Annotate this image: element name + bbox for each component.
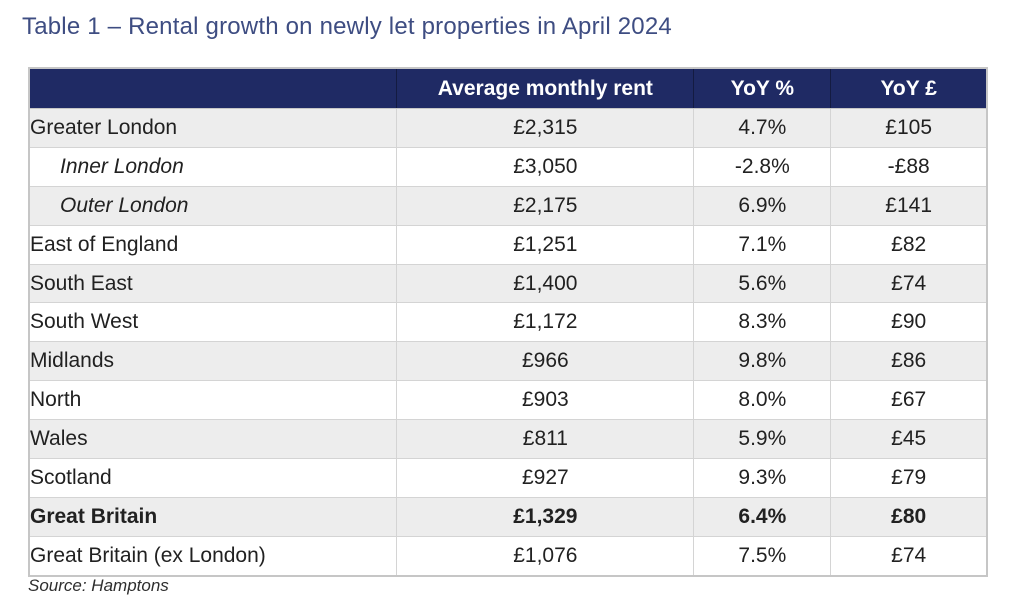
table-row: Midlands £966 9.8% £86 xyxy=(28,341,988,382)
table-row: South West £1,172 8.3% £90 xyxy=(28,302,988,343)
yoy-pound-cell: £74 xyxy=(830,535,988,577)
region-cell: South West xyxy=(28,302,398,343)
rental-growth-table: Average monthly rent YoY % YoY £ Greater… xyxy=(28,67,988,577)
table-row: East of England £1,251 7.1% £82 xyxy=(28,224,988,265)
yoy-pound-cell: £141 xyxy=(830,185,988,226)
yoy-percent-cell: 5.6% xyxy=(693,263,832,304)
table-row: Inner London £3,050 -2.8% -£88 xyxy=(28,146,988,187)
table-row: Great Britain (ex London) £1,076 7.5% £74 xyxy=(28,535,988,577)
yoy-pound-cell: £79 xyxy=(830,458,988,498)
yoy-percent-cell: 6.9% xyxy=(693,185,832,226)
yoy-percent-cell: 7.5% xyxy=(693,535,832,577)
yoy-pound-cell: £74 xyxy=(830,263,988,304)
region-cell: Greater London xyxy=(28,108,398,148)
table-row: Outer London £2,175 6.9% £141 xyxy=(28,185,988,226)
region-cell: Wales xyxy=(28,419,398,460)
average-rent-cell: £811 xyxy=(396,419,695,460)
yoy-pound-cell: -£88 xyxy=(830,146,988,187)
yoy-percent-cell: 9.8% xyxy=(693,341,832,382)
average-rent-cell: £2,175 xyxy=(396,185,695,226)
average-rent-cell: £1,076 xyxy=(396,535,695,577)
header-region xyxy=(29,68,397,109)
yoy-percent-cell: 7.1% xyxy=(693,224,832,265)
average-rent-cell: £3,050 xyxy=(396,146,695,187)
table-row: Great Britain £1,329 6.4% £80 xyxy=(28,496,988,537)
yoy-pound-cell: £80 xyxy=(830,496,988,537)
average-rent-cell: £1,329 xyxy=(396,496,695,537)
table-title: Table 1 – Rental growth on newly let pro… xyxy=(22,13,672,40)
table-row: Greater London £2,315 4.7% £105 xyxy=(28,108,988,148)
average-rent-cell: £1,172 xyxy=(396,302,695,343)
table-header: Average monthly rent YoY % YoY £ xyxy=(29,68,987,109)
yoy-percent-cell: 6.4% xyxy=(693,496,832,537)
region-cell: Inner London xyxy=(28,146,398,187)
yoy-pound-cell: £90 xyxy=(830,302,988,343)
average-rent-cell: £1,251 xyxy=(396,224,695,265)
table-row: North £903 8.0% £67 xyxy=(28,380,988,421)
yoy-pound-cell: £86 xyxy=(830,341,988,382)
header-yoy-pound: YoY £ xyxy=(830,68,987,109)
source-note: Source: Hamptons xyxy=(28,576,169,595)
yoy-percent-cell: 8.0% xyxy=(693,380,832,421)
header-yoy-percent: YoY % xyxy=(693,68,831,109)
table-row: South East £1,400 5.6% £74 xyxy=(28,263,988,304)
region-cell: Midlands xyxy=(28,341,398,382)
region-cell: South East xyxy=(28,263,398,304)
header-average-monthly-rent: Average monthly rent xyxy=(396,68,694,109)
yoy-pound-cell: £45 xyxy=(830,419,988,460)
yoy-percent-cell: 5.9% xyxy=(693,419,832,460)
yoy-percent-cell: 8.3% xyxy=(693,302,832,343)
yoy-pound-cell: £82 xyxy=(830,224,988,265)
average-rent-cell: £966 xyxy=(396,341,695,382)
yoy-percent-cell: -2.8% xyxy=(693,146,832,187)
average-rent-cell: £2,315 xyxy=(396,108,695,148)
region-cell: Great Britain (ex London) xyxy=(28,535,398,577)
region-cell: Great Britain xyxy=(28,496,398,537)
yoy-pound-cell: £67 xyxy=(830,380,988,421)
region-cell: East of England xyxy=(28,224,398,265)
yoy-pound-cell: £105 xyxy=(830,108,988,148)
yoy-percent-cell: 9.3% xyxy=(693,458,832,498)
average-rent-cell: £903 xyxy=(396,380,695,421)
table-body: Greater London £2,315 4.7% £105 Inner London… xyxy=(28,108,988,577)
table-row: Scotland £927 9.3% £79 xyxy=(28,458,988,498)
region-cell: Outer London xyxy=(28,185,398,226)
header-row: Average monthly rent YoY % YoY £ xyxy=(29,68,987,109)
table-row: Wales £811 5.9% £45 xyxy=(28,419,988,460)
yoy-percent-cell: 4.7% xyxy=(693,108,832,148)
region-cell: Scotland xyxy=(28,458,398,498)
region-cell: North xyxy=(28,380,398,421)
average-rent-cell: £1,400 xyxy=(396,263,695,304)
average-rent-cell: £927 xyxy=(396,458,695,498)
